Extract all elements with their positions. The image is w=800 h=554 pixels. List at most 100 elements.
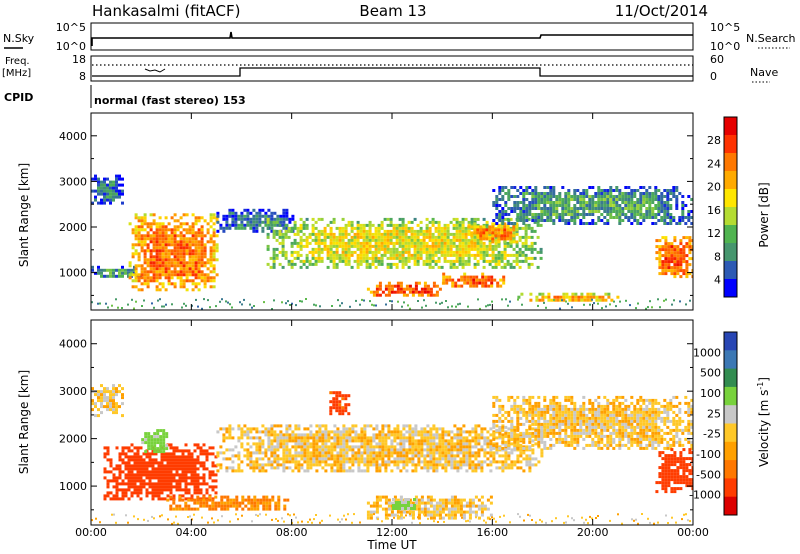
power-cell	[473, 235, 477, 239]
velocity-cell	[261, 430, 265, 434]
power-cell	[516, 219, 520, 222]
power-cell	[675, 186, 679, 189]
velocity-cell	[453, 424, 457, 428]
power-cell	[206, 228, 210, 232]
velocity-cell	[528, 454, 532, 458]
power-cell	[326, 253, 330, 257]
power-cell	[552, 204, 556, 207]
velocity-cell	[453, 454, 457, 458]
power-cell	[356, 238, 360, 242]
velocity-cell	[145, 488, 149, 492]
power-cell	[525, 204, 529, 207]
power-cell	[164, 273, 168, 277]
velocity-cell	[162, 444, 166, 448]
power-cell	[434, 229, 438, 233]
power-cell	[685, 260, 689, 264]
power-cell	[567, 192, 571, 195]
velocity-cell	[237, 466, 241, 470]
power-cell	[428, 253, 432, 257]
power-cell	[470, 220, 474, 224]
freq-trace	[92, 67, 693, 77]
power-ground-scatter	[215, 305, 217, 308]
velocity-cell	[315, 433, 319, 437]
power-cell	[482, 237, 486, 241]
power-cell	[452, 262, 456, 266]
power-cell	[191, 252, 195, 256]
power-cell	[118, 189, 121, 193]
y-tick-label: 3000	[59, 175, 87, 188]
velocity-cell	[351, 469, 355, 473]
velocity-cell	[175, 449, 179, 453]
power-cell	[176, 249, 180, 253]
power-cell	[600, 219, 604, 222]
velocity-cell	[193, 461, 197, 465]
power-ground-scatter	[227, 301, 229, 304]
power-cell	[673, 245, 677, 249]
velocity-cell	[519, 460, 523, 464]
velocity-cell	[187, 491, 191, 495]
velocity-cell	[429, 501, 433, 505]
power-cell	[428, 229, 432, 233]
velocity-cell	[133, 479, 137, 483]
power-ground-scatter	[543, 301, 545, 304]
velocity-cell	[381, 451, 385, 455]
power-cell	[91, 189, 94, 193]
velocity-cell	[441, 454, 445, 458]
velocity-cell	[142, 464, 146, 468]
power-cell	[612, 204, 616, 207]
power-cell	[413, 235, 417, 239]
power-cell	[512, 253, 516, 257]
power-cell	[392, 223, 396, 227]
power-cell	[356, 244, 360, 248]
power-cell	[401, 265, 405, 269]
power-cell	[531, 189, 535, 192]
power-cell	[437, 223, 441, 227]
power-ground-scatter	[467, 305, 469, 308]
power-cell	[673, 257, 677, 261]
velocity-cell	[159, 438, 163, 442]
velocity-cell	[495, 436, 499, 440]
velocity-cell	[190, 464, 194, 468]
power-ground-scatter	[417, 300, 419, 302]
power-cell	[475, 275, 479, 279]
power-cell	[279, 220, 283, 224]
power-cell	[106, 186, 109, 190]
power-cell	[109, 201, 112, 205]
velocity-cell	[136, 470, 140, 474]
velocity-cell	[480, 430, 484, 434]
velocity-cell	[160, 458, 164, 462]
power-cell	[570, 207, 574, 210]
power-cell	[311, 247, 315, 251]
velocity-cell	[306, 433, 310, 437]
power-cell	[543, 219, 547, 222]
power-cell	[353, 238, 357, 242]
power-ground-scatter	[121, 307, 123, 309]
power-cell	[341, 259, 345, 263]
velocity-cell	[211, 446, 215, 450]
power-cell	[576, 198, 580, 201]
power-cell	[404, 223, 408, 227]
velocity-cell	[163, 452, 167, 456]
velocity-cell	[243, 433, 247, 437]
power-cell	[577, 298, 581, 302]
power-cell	[383, 247, 387, 251]
power-cell	[429, 290, 433, 294]
power-cell	[347, 256, 351, 260]
power-cell	[152, 219, 156, 223]
power-cell	[476, 253, 480, 257]
power-cell	[670, 251, 674, 255]
power-cell	[143, 273, 147, 277]
velocity-cell	[112, 396, 115, 400]
velocity-cell	[94, 414, 97, 418]
velocity-cell	[363, 427, 367, 431]
velocity-cell	[435, 433, 439, 437]
power-cell	[555, 201, 559, 204]
velocity-cell	[408, 436, 412, 440]
power-cell	[167, 234, 171, 238]
power-cell	[109, 192, 112, 196]
velocity-cell	[447, 451, 451, 455]
power-cell	[368, 241, 372, 245]
power-cell	[458, 244, 462, 248]
power-ground-scatter	[625, 299, 627, 302]
velocity-cell	[357, 466, 361, 470]
